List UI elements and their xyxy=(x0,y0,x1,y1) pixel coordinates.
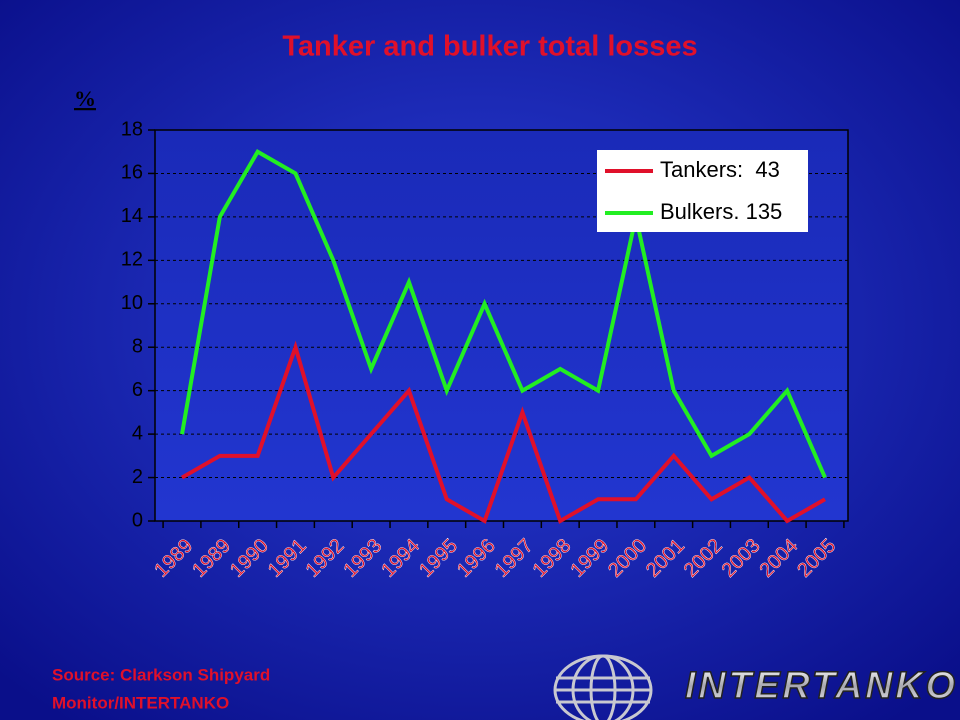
y-tick-label: 2 xyxy=(132,466,143,488)
legend-box xyxy=(597,150,808,232)
y-tick-label: 8 xyxy=(132,336,143,358)
y-tick-label: 0 xyxy=(132,509,143,531)
legend-label: Bulkers. 135 xyxy=(660,199,782,224)
y-tick-label: 4 xyxy=(132,422,143,444)
y-tick-label: 6 xyxy=(132,379,143,401)
y-tick-label: 10 xyxy=(121,292,143,314)
y-tick-label: 16 xyxy=(121,162,143,184)
series-line xyxy=(180,148,827,479)
y-axis-label: % xyxy=(74,86,96,111)
legend-label: Tankers: 43 xyxy=(660,157,780,182)
series-line xyxy=(181,340,826,524)
logo-text: INTERTANKO xyxy=(685,665,955,707)
chart-title: Tanker and bulker total losses xyxy=(282,31,697,63)
y-tick-label: 12 xyxy=(121,249,143,271)
y-tick-label: 14 xyxy=(121,205,143,227)
source-line: Source: Clarkson Shipyard xyxy=(52,665,270,684)
logo-globe xyxy=(553,654,653,720)
y-tick-label: 18 xyxy=(121,118,143,140)
source-line: Monitor/INTERTANKO xyxy=(52,693,229,712)
